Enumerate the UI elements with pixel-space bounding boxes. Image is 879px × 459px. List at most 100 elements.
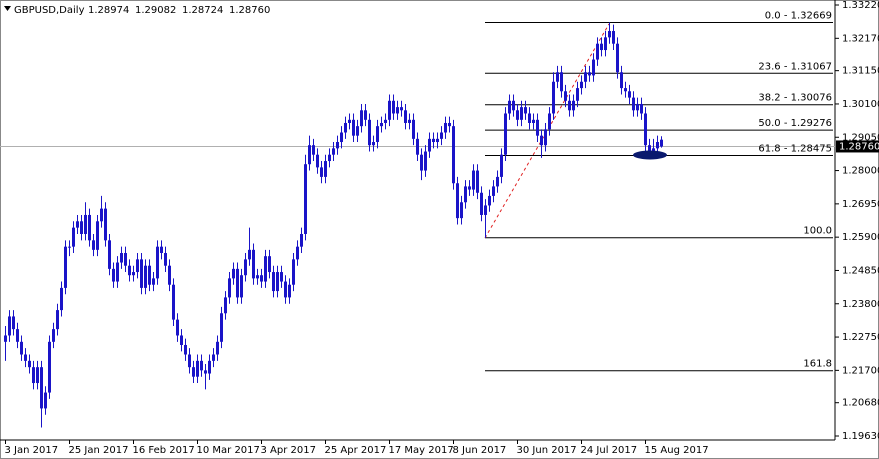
candle-body	[404, 110, 407, 123]
candle-body	[108, 240, 111, 269]
candle-body	[544, 129, 547, 146]
candle-body	[276, 272, 279, 292]
candle-body	[116, 262, 119, 282]
candle-body	[568, 100, 571, 111]
candle-body	[36, 367, 39, 384]
candle-body	[648, 145, 651, 152]
candle-body	[228, 278, 231, 298]
candle-body	[352, 119, 355, 136]
x-tick-label: 3 Apr 2017	[261, 445, 316, 456]
candle-body	[68, 246, 71, 248]
candle-body	[592, 59, 595, 76]
fib-level-label: 38.2 - 1.30076	[758, 93, 832, 104]
y-tick-label: 1.28000	[842, 166, 879, 177]
candle-body	[324, 161, 327, 177]
candle-body	[448, 122, 451, 127]
candle-body	[112, 268, 115, 282]
candle-body	[296, 246, 299, 260]
x-tick-label: 10 Mar 2017	[197, 445, 260, 456]
candle-body	[432, 138, 435, 143]
candle-body	[156, 246, 159, 279]
candle-body	[388, 100, 391, 120]
candle-body	[292, 259, 295, 285]
candle-body	[408, 119, 411, 123]
candle-body	[660, 139, 663, 147]
candle-body	[216, 341, 219, 355]
candle-body	[288, 284, 291, 298]
y-tick-label: 1.25900	[842, 232, 879, 243]
y-tick-label: 1.31150	[842, 66, 879, 77]
candle-body	[580, 81, 583, 89]
candle-body	[392, 100, 395, 114]
x-tick-label: 25 Apr 2017	[325, 445, 387, 456]
candle-body	[484, 205, 487, 215]
candle-body	[204, 370, 207, 374]
y-tick-label: 1.33220	[842, 0, 879, 11]
candle-body	[28, 360, 31, 368]
header-value: 1.29082	[135, 5, 176, 16]
chart-title: GBPUSD,Daily	[14, 5, 85, 16]
candle-body	[208, 360, 211, 374]
y-tick-label: 1.29050	[842, 132, 879, 143]
candle-body	[496, 176, 499, 187]
fib-level-label: 100.0	[803, 226, 832, 237]
candle-body	[620, 72, 623, 89]
candle-body	[160, 246, 163, 254]
candle-body	[236, 268, 239, 298]
candle-body	[576, 88, 579, 101]
candle-body	[372, 142, 375, 146]
fib-level-label: 161.8	[803, 359, 832, 370]
candle-body	[364, 110, 367, 120]
fib-level-label: 23.6 - 1.31067	[758, 61, 832, 72]
y-tick-label: 1.23800	[842, 299, 879, 310]
candle-body	[88, 214, 91, 241]
candle-body	[172, 284, 175, 320]
candle-body	[328, 154, 331, 162]
y-tick-label: 1.21700	[842, 365, 879, 376]
y-tick-label: 1.30100	[842, 99, 879, 110]
candle-body	[436, 138, 439, 143]
candle-body	[24, 354, 27, 361]
candle-body	[320, 167, 323, 177]
candle-body	[152, 278, 155, 285]
candle-body	[212, 354, 215, 361]
candle-body	[248, 249, 251, 260]
fib-level-label: 50.0 - 1.29276	[758, 118, 832, 129]
candle-body	[616, 43, 619, 73]
y-tick-label: 1.19630	[842, 431, 879, 442]
candle-body	[224, 297, 227, 314]
candle-body	[656, 142, 659, 149]
candle-body	[504, 113, 507, 155]
candle-body	[244, 259, 247, 276]
candle-body	[200, 360, 203, 371]
candle-body	[444, 122, 447, 133]
candle-body	[12, 316, 15, 330]
candle-body	[420, 154, 423, 171]
candle-body	[348, 119, 351, 123]
candle-body	[424, 151, 427, 171]
candle-body	[220, 313, 223, 342]
candle-body	[104, 208, 107, 241]
candle-body	[452, 126, 455, 184]
candle-body	[312, 145, 315, 155]
y-tick-label: 1.32170	[842, 33, 879, 44]
candle-body	[400, 107, 403, 111]
menu-arrow[interactable]	[4, 6, 11, 11]
candle-body	[600, 43, 603, 51]
candle-body	[488, 195, 491, 206]
candle-body	[628, 91, 631, 98]
candle-body	[176, 319, 179, 336]
candle-body	[636, 103, 639, 111]
candle-body	[8, 316, 11, 336]
candle-body	[480, 192, 483, 215]
candle-body	[524, 107, 527, 114]
candle-body	[588, 72, 591, 76]
annotation-ellipse	[633, 150, 667, 160]
candle-body	[92, 240, 95, 250]
candle-body	[184, 344, 187, 355]
candle-body	[20, 341, 23, 355]
candle-body	[168, 265, 171, 285]
candle-body	[76, 221, 79, 228]
